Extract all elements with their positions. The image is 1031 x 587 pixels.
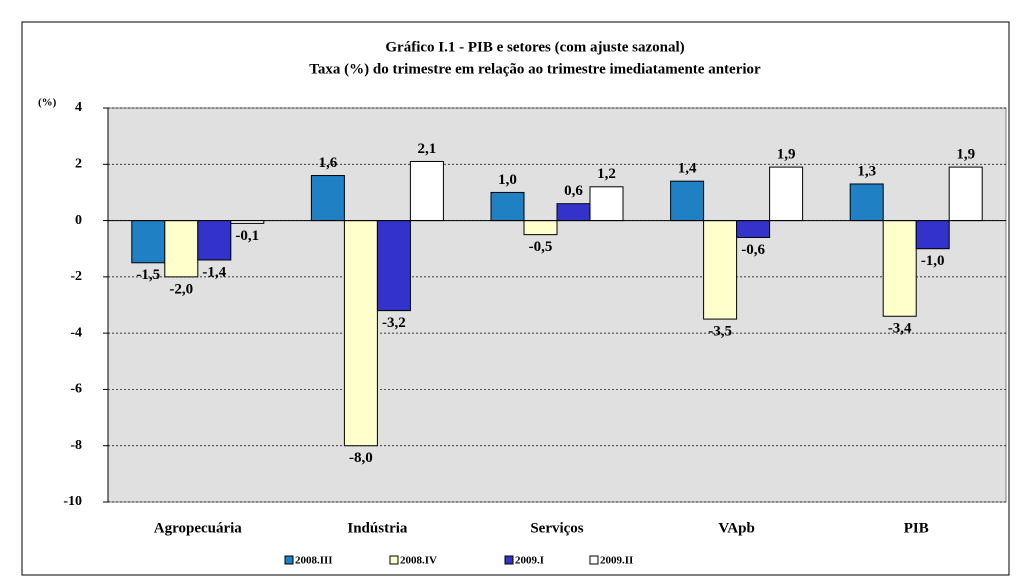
data-label: -3,5 — [708, 324, 732, 340]
data-label: 1,9 — [777, 147, 796, 163]
data-label: -1,4 — [202, 264, 226, 280]
bar — [769, 166, 804, 222]
bar — [409, 160, 444, 222]
legend-swatch — [589, 555, 599, 565]
bar — [197, 220, 232, 261]
data-label: 1,0 — [498, 172, 517, 188]
bar — [131, 220, 166, 264]
data-label: -0,1 — [235, 228, 259, 244]
bar — [736, 220, 771, 238]
data-label: -2,0 — [169, 281, 193, 297]
data-label: -1,0 — [921, 253, 945, 269]
bar — [164, 220, 199, 278]
bar — [523, 220, 558, 236]
y-tick-label: -10 — [63, 494, 82, 509]
x-tick-label: VApb — [718, 520, 754, 536]
y-axis-label: (%) — [38, 97, 57, 109]
legend-label: 2009.II — [600, 555, 633, 567]
data-label: -8,0 — [349, 450, 373, 466]
x-tick-label: PIB — [904, 520, 929, 536]
data-label: 1,2 — [597, 166, 616, 182]
y-tick-label: -6 — [70, 382, 82, 397]
bar — [556, 203, 591, 222]
bar — [849, 183, 884, 222]
bar — [343, 220, 378, 447]
bar — [915, 220, 950, 250]
bar — [490, 191, 525, 222]
y-tick-label: 4 — [75, 100, 82, 115]
bar — [310, 175, 345, 222]
legend-label: 2009.I — [515, 555, 544, 567]
bar — [670, 180, 705, 222]
y-tick-label: -2 — [70, 269, 82, 284]
bar — [376, 220, 411, 312]
bar — [589, 186, 624, 222]
data-label: 0,6 — [564, 183, 583, 199]
data-label: -3,2 — [382, 315, 406, 331]
bar — [703, 220, 738, 320]
y-tick-label: -4 — [70, 325, 82, 340]
chart-subtitle: Taxa (%) do trimestre em relação ao trim… — [309, 61, 761, 77]
data-label: -0,6 — [741, 242, 765, 258]
legend-label: 2008.III — [295, 555, 333, 567]
x-tick-label: Serviços — [530, 520, 583, 536]
legend-swatch — [284, 555, 294, 565]
data-label: -1,5 — [136, 267, 160, 283]
bar — [948, 166, 983, 222]
y-tick-label: 0 — [75, 213, 82, 228]
data-label: 1,6 — [319, 155, 338, 171]
data-label: -3,4 — [888, 321, 912, 337]
chart-title: Gráfico I.1 - PIB e setores (com ajuste … — [385, 39, 684, 55]
data-label: 1,3 — [857, 163, 876, 179]
data-label: 2,1 — [418, 141, 437, 157]
data-label: 1,9 — [956, 147, 975, 163]
y-tick-label: -8 — [70, 438, 82, 453]
bar — [882, 220, 917, 317]
legend-swatch — [389, 555, 399, 565]
y-tick-label: 2 — [75, 157, 82, 172]
plot-area — [107, 107, 1007, 503]
legend-label: 2008.IV — [400, 555, 437, 567]
x-tick-label: Agropecuária — [154, 520, 243, 536]
legend-swatch — [504, 555, 514, 565]
data-label: -0,5 — [529, 239, 553, 255]
data-label: 1,4 — [678, 161, 697, 177]
x-tick-label: Indústria — [347, 520, 408, 536]
